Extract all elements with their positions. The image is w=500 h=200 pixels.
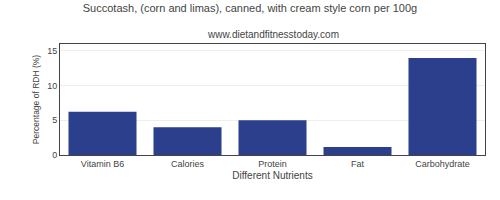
svg-text:Different Nutrients: Different Nutrients (232, 170, 312, 181)
svg-text:Fat: Fat (351, 159, 365, 169)
svg-text:0: 0 (52, 150, 57, 160)
svg-text:Carbohydrate: Carbohydrate (415, 159, 470, 169)
svg-text:Calories: Calories (171, 159, 205, 169)
svg-text:Protein: Protein (258, 159, 287, 169)
svg-text:10: 10 (47, 81, 57, 91)
svg-text:Percentage of RDH (%): Percentage of RDH (%) (31, 55, 41, 144)
svg-text:15: 15 (47, 46, 57, 56)
svg-text:Succotash, (corn and limas), c: Succotash, (corn and limas), canned, wit… (83, 2, 417, 14)
svg-text:Vitamin B6: Vitamin B6 (81, 159, 124, 169)
svg-text:www.dietandfitnesstoday.com: www.dietandfitnesstoday.com (207, 29, 339, 40)
svg-text:5: 5 (52, 115, 57, 125)
